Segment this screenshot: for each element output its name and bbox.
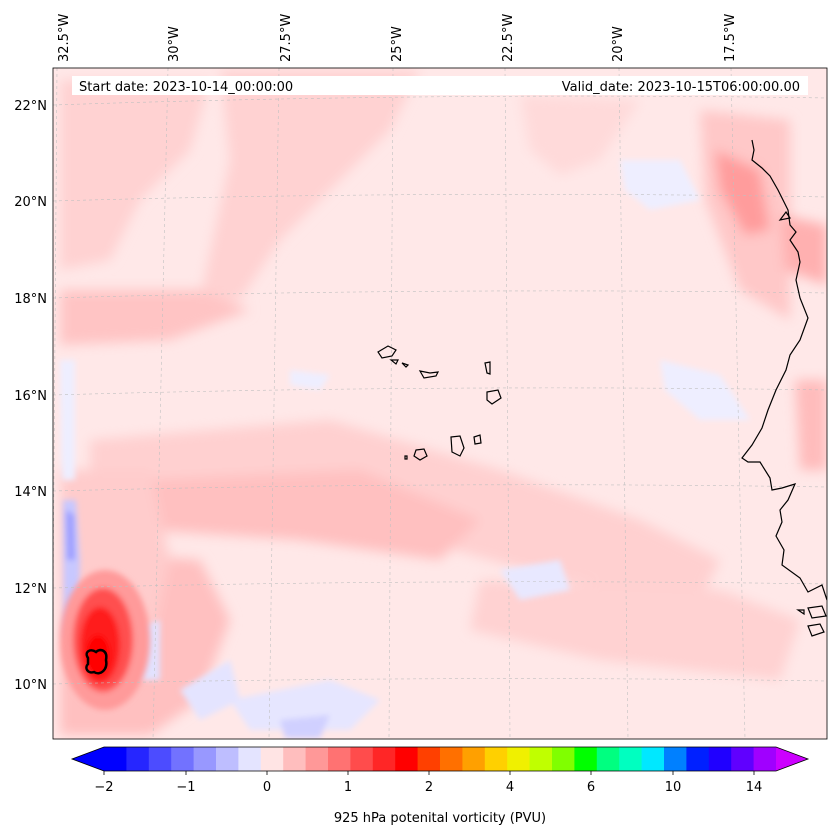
colorbar-segment — [686, 747, 710, 771]
colorbar-segment — [507, 747, 531, 771]
start-date-text: Start date: 2023-10-14_00:00:00 — [79, 80, 293, 95]
lon-label: 25°W — [390, 26, 405, 62]
cape-verde-islands — [377, 345, 502, 461]
colorbar-segment — [350, 747, 374, 771]
colorbar-segment — [126, 747, 150, 771]
colorbar-tick-label: −1 — [176, 780, 195, 795]
pv-max-contour — [85, 648, 108, 675]
lat-label: 14°N — [14, 485, 47, 500]
colorbar-segment — [708, 747, 732, 771]
colorbar-tick-label: 0 — [263, 780, 271, 795]
colorbar-segments — [104, 747, 777, 771]
colorbar-segment — [753, 747, 777, 771]
colorbar-segment — [619, 747, 643, 771]
colorbar-tick-label: 4 — [506, 780, 514, 795]
lon-label: 20°W — [611, 26, 626, 62]
colorbar: −2 −1 0 1 2 4 6 10 14 925 hPa potenital … — [70, 746, 810, 826]
colorbar-tick-label: −2 — [94, 780, 113, 795]
colorbar-segment — [260, 747, 284, 771]
date-annotation: Start date: 2023-10-14_00:00:00 Valid_da… — [72, 76, 808, 95]
colorbar-segment — [596, 747, 620, 771]
colorbar-segment — [193, 747, 217, 771]
colorbar-segment — [104, 747, 127, 771]
colorbar-segment — [283, 747, 307, 771]
lat-label: 10°N — [14, 678, 47, 693]
map-frame — [52, 67, 828, 740]
annotation-background — [72, 76, 808, 95]
pv-maximum-core — [60, 570, 150, 710]
colorbar-extend-min — [72, 747, 104, 771]
colorbar-segment — [529, 747, 553, 771]
colorbar-tick-label: 10 — [665, 780, 682, 795]
colorbar-title: 925 hPa potenital vorticity (PVU) — [334, 811, 546, 826]
colorbar-segment — [216, 747, 239, 771]
map-panel — [53, 68, 827, 739]
colorbar-tick-label: 14 — [746, 780, 763, 795]
colorbar-segment — [148, 747, 172, 771]
lat-label: 16°N — [14, 389, 47, 404]
colorbar-segment — [731, 747, 755, 771]
lon-label: 17.5°W — [723, 14, 738, 62]
colorbar-segment — [417, 747, 441, 771]
colorbar-segment — [462, 747, 486, 771]
lon-label: 22.5°W — [501, 14, 516, 62]
colorbar-segment — [372, 747, 396, 771]
lon-label: 27.5°W — [279, 14, 294, 62]
longitude-labels: 32.5°W 30°W 27.5°W 25°W 22.5°W 20°W 17.5… — [57, 14, 738, 62]
colorbar-segment — [238, 747, 262, 771]
lat-label: 22°N — [14, 99, 47, 114]
colorbar-tick-label: 6 — [587, 780, 595, 795]
colorbar-segment — [552, 747, 575, 771]
colorbar-segment — [484, 747, 508, 771]
colorbar-segment — [328, 747, 351, 771]
lon-label: 30°W — [167, 26, 182, 62]
colorbar-segment — [305, 747, 329, 771]
colorbar-tick-label: 1 — [344, 780, 352, 795]
colorbar-tick-label: 2 — [425, 780, 433, 795]
lat-label: 12°N — [14, 582, 47, 597]
lon-label: 32.5°W — [57, 14, 72, 62]
colorbar-segment — [395, 747, 419, 771]
latitude-labels: 22°N 20°N 18°N 16°N 14°N 12°N 10°N — [14, 99, 47, 693]
colorbar-segment — [664, 747, 687, 771]
colorbar-tick-labels: −2 −1 0 1 2 4 6 10 14 — [94, 780, 762, 795]
lat-label: 20°N — [14, 195, 47, 210]
colorbar-segment — [440, 747, 463, 771]
colorbar-segment — [641, 747, 665, 771]
lat-label: 18°N — [14, 292, 47, 307]
colorbar-extend-max — [776, 747, 808, 771]
colorbar-ticks — [103, 771, 755, 775]
gridlines — [53, 68, 827, 739]
colorbar-segment — [171, 747, 195, 771]
colorbar-segment — [574, 747, 598, 771]
africa-coastline — [741, 139, 827, 637]
valid-date-text: Valid_date: 2023-10-15T06:00:00.00 — [562, 80, 800, 95]
